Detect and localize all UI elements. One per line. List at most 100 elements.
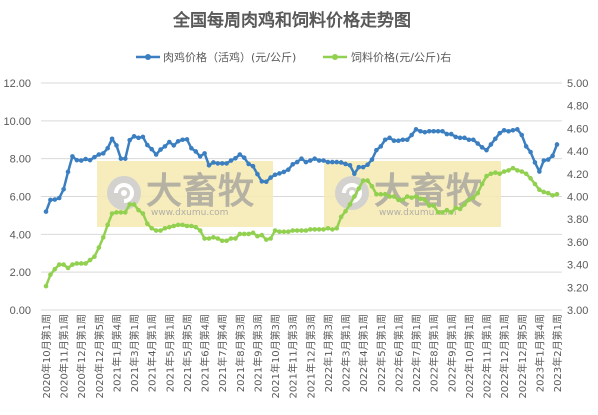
chicken-price-point [382,137,388,143]
chicken-price-point [87,157,93,163]
legend-item-feed-price: 饲料价格(元/公斤)右 [323,50,451,64]
watermark-site: www.dxumu.com [151,208,228,218]
feed-price-point [365,178,370,183]
feed-price-point [197,228,203,233]
x-tick-label: 2021年10月第3周 [269,314,282,399]
y-left-tick-label: 10.00 [3,116,31,128]
x-tick-label: 2022年9月第1周 [445,314,458,392]
watermark-brand: 大畜牧 [146,171,255,212]
chicken-price-point [356,164,362,170]
feed-price-point [43,283,49,289]
chicken-price-point [241,155,247,161]
chicken-price-point [114,143,119,148]
y-right-tick-label: 3.80 [567,214,588,226]
chicken-price-point [92,154,97,160]
chicken-price-point [316,158,322,163]
chicken-price-point [475,141,481,146]
feed-price-point [175,222,181,228]
feed-price-point [356,186,362,191]
feed-price-point [224,238,229,244]
y-right-tick-label: 3.20 [567,282,588,294]
feed-price-point [303,228,309,233]
feed-price-point [153,228,159,233]
chicken-price-point [193,149,199,154]
feed-price-point [330,227,335,232]
feed-price-point [352,194,357,199]
feed-price-point [263,237,269,242]
x-tick-label: 2022年1月第3周 [322,314,335,392]
x-tick-label: 2023年2月第1周 [551,314,564,392]
watermark: 大畜牧 www.dxumu.com [97,161,273,227]
feed-price-point [396,197,401,203]
chicken-price-point [52,197,58,202]
feed-price-point [466,197,472,203]
chicken-price-point [418,128,423,134]
chicken-price-point [325,159,331,165]
feed-price-point [96,245,102,250]
feed-price-point [462,202,467,207]
feed-price-point [541,189,547,195]
chicken-price-point [519,132,525,138]
chicken-price-point [303,159,309,165]
watermark: 大畜牧 www.dxumu.com [324,161,501,227]
chicken-price-point [215,161,221,166]
chicken-price-point [219,161,225,166]
feed-price-point [162,225,168,231]
feed-price-point [537,187,542,192]
x-tick-label: 2021年7月第4周 [216,314,229,392]
chicken-price-point [321,158,326,163]
chicken-price-point [189,145,194,151]
feed-price-point [127,202,132,207]
chicken-price-point [184,137,190,142]
chicken-price-point [167,139,172,145]
feed-price-point [215,236,221,241]
feed-price-point [294,228,300,233]
chicken-price-point [158,147,163,152]
y-left-tick-label: 4.00 [10,229,31,241]
feed-price-point [404,194,410,199]
chicken-price-point [409,132,414,138]
feed-price-point [206,236,212,241]
feed-price-point [122,210,128,215]
y-left-tick-label: 8.00 [10,154,31,166]
chicken-price-point [510,127,516,133]
feed-price-point [378,191,384,197]
feed-price-point [211,235,216,240]
chicken-price-point [532,160,538,165]
feed-price-point [145,221,150,227]
feed-price-point [426,203,432,208]
x-tick-label: 2021年9月第3周 [251,314,264,392]
chicken-price-point [285,167,291,172]
chicken-price-point [484,147,489,153]
feed-price-series [43,165,560,289]
feed-price-point [471,195,476,200]
x-tick-label: 2022年7月第1周 [410,314,423,392]
chicken-price-point [100,151,106,156]
chicken-price-point [281,169,287,175]
x-tick-label: 2022年3月第1周 [340,314,353,392]
chicken-price-series [43,127,560,214]
watermark-site: www.dxumu.com [379,208,456,218]
feed-price-point [479,181,485,187]
chicken-price-point [488,142,494,147]
chicken-price-point [426,128,432,134]
chicken-price-point [365,162,370,168]
feed-price-point [109,211,115,216]
chicken-price-point [308,158,313,163]
y-right-tick-label: 4.80 [567,101,588,113]
chicken-price-point [374,147,379,153]
feed-price-point [189,223,194,229]
feed-price-point [202,236,207,241]
feed-price-point [506,168,511,173]
chicken-price-point [431,128,436,134]
feed-price-point [87,257,93,263]
feed-price-point [453,205,458,211]
feed-price-point [312,227,318,232]
chicken-price-point [294,159,300,165]
chicken-price-point [330,159,335,165]
chicken-price-point [171,143,177,148]
x-tick-label: 2021年4月第1周 [146,314,159,392]
feed-price-point [184,223,190,229]
y-left-tick-label: 12.00 [3,78,31,90]
chicken-price-point [444,131,450,137]
